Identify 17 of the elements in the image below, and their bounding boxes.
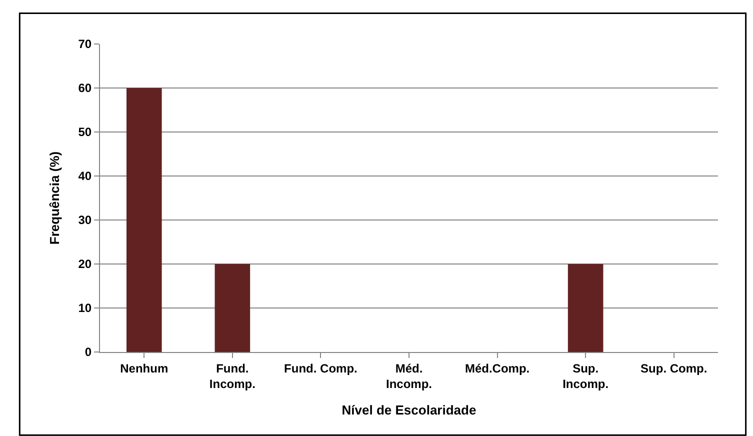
x-tick-label: Fund. Comp. — [284, 361, 358, 376]
x-tick-label: Nenhum — [120, 361, 168, 376]
x-axis-title: Nível de Escolaridade — [342, 402, 476, 418]
x-tick-label: Méd.Comp. — [464, 361, 530, 376]
y-tick-label: 0 — [84, 345, 92, 360]
y-tick-label: 70 — [78, 37, 92, 52]
y-axis-title: Frequência (%) — [47, 151, 62, 245]
y-tick-label: 20 — [78, 257, 92, 272]
x-tick-label: Méd. Incomp. — [386, 361, 432, 391]
y-tick-label: 50 — [78, 125, 92, 140]
y-tick-label: 60 — [78, 81, 92, 96]
x-tick-label: Sup. Comp. — [640, 361, 708, 376]
y-tick-label: 30 — [78, 213, 92, 228]
y-tick-label: 10 — [78, 301, 92, 316]
y-tick-label: 40 — [78, 169, 92, 184]
x-tick-label: Fund. Incomp. — [209, 361, 256, 391]
x-tick-label: Sup. Incomp. — [562, 361, 609, 391]
